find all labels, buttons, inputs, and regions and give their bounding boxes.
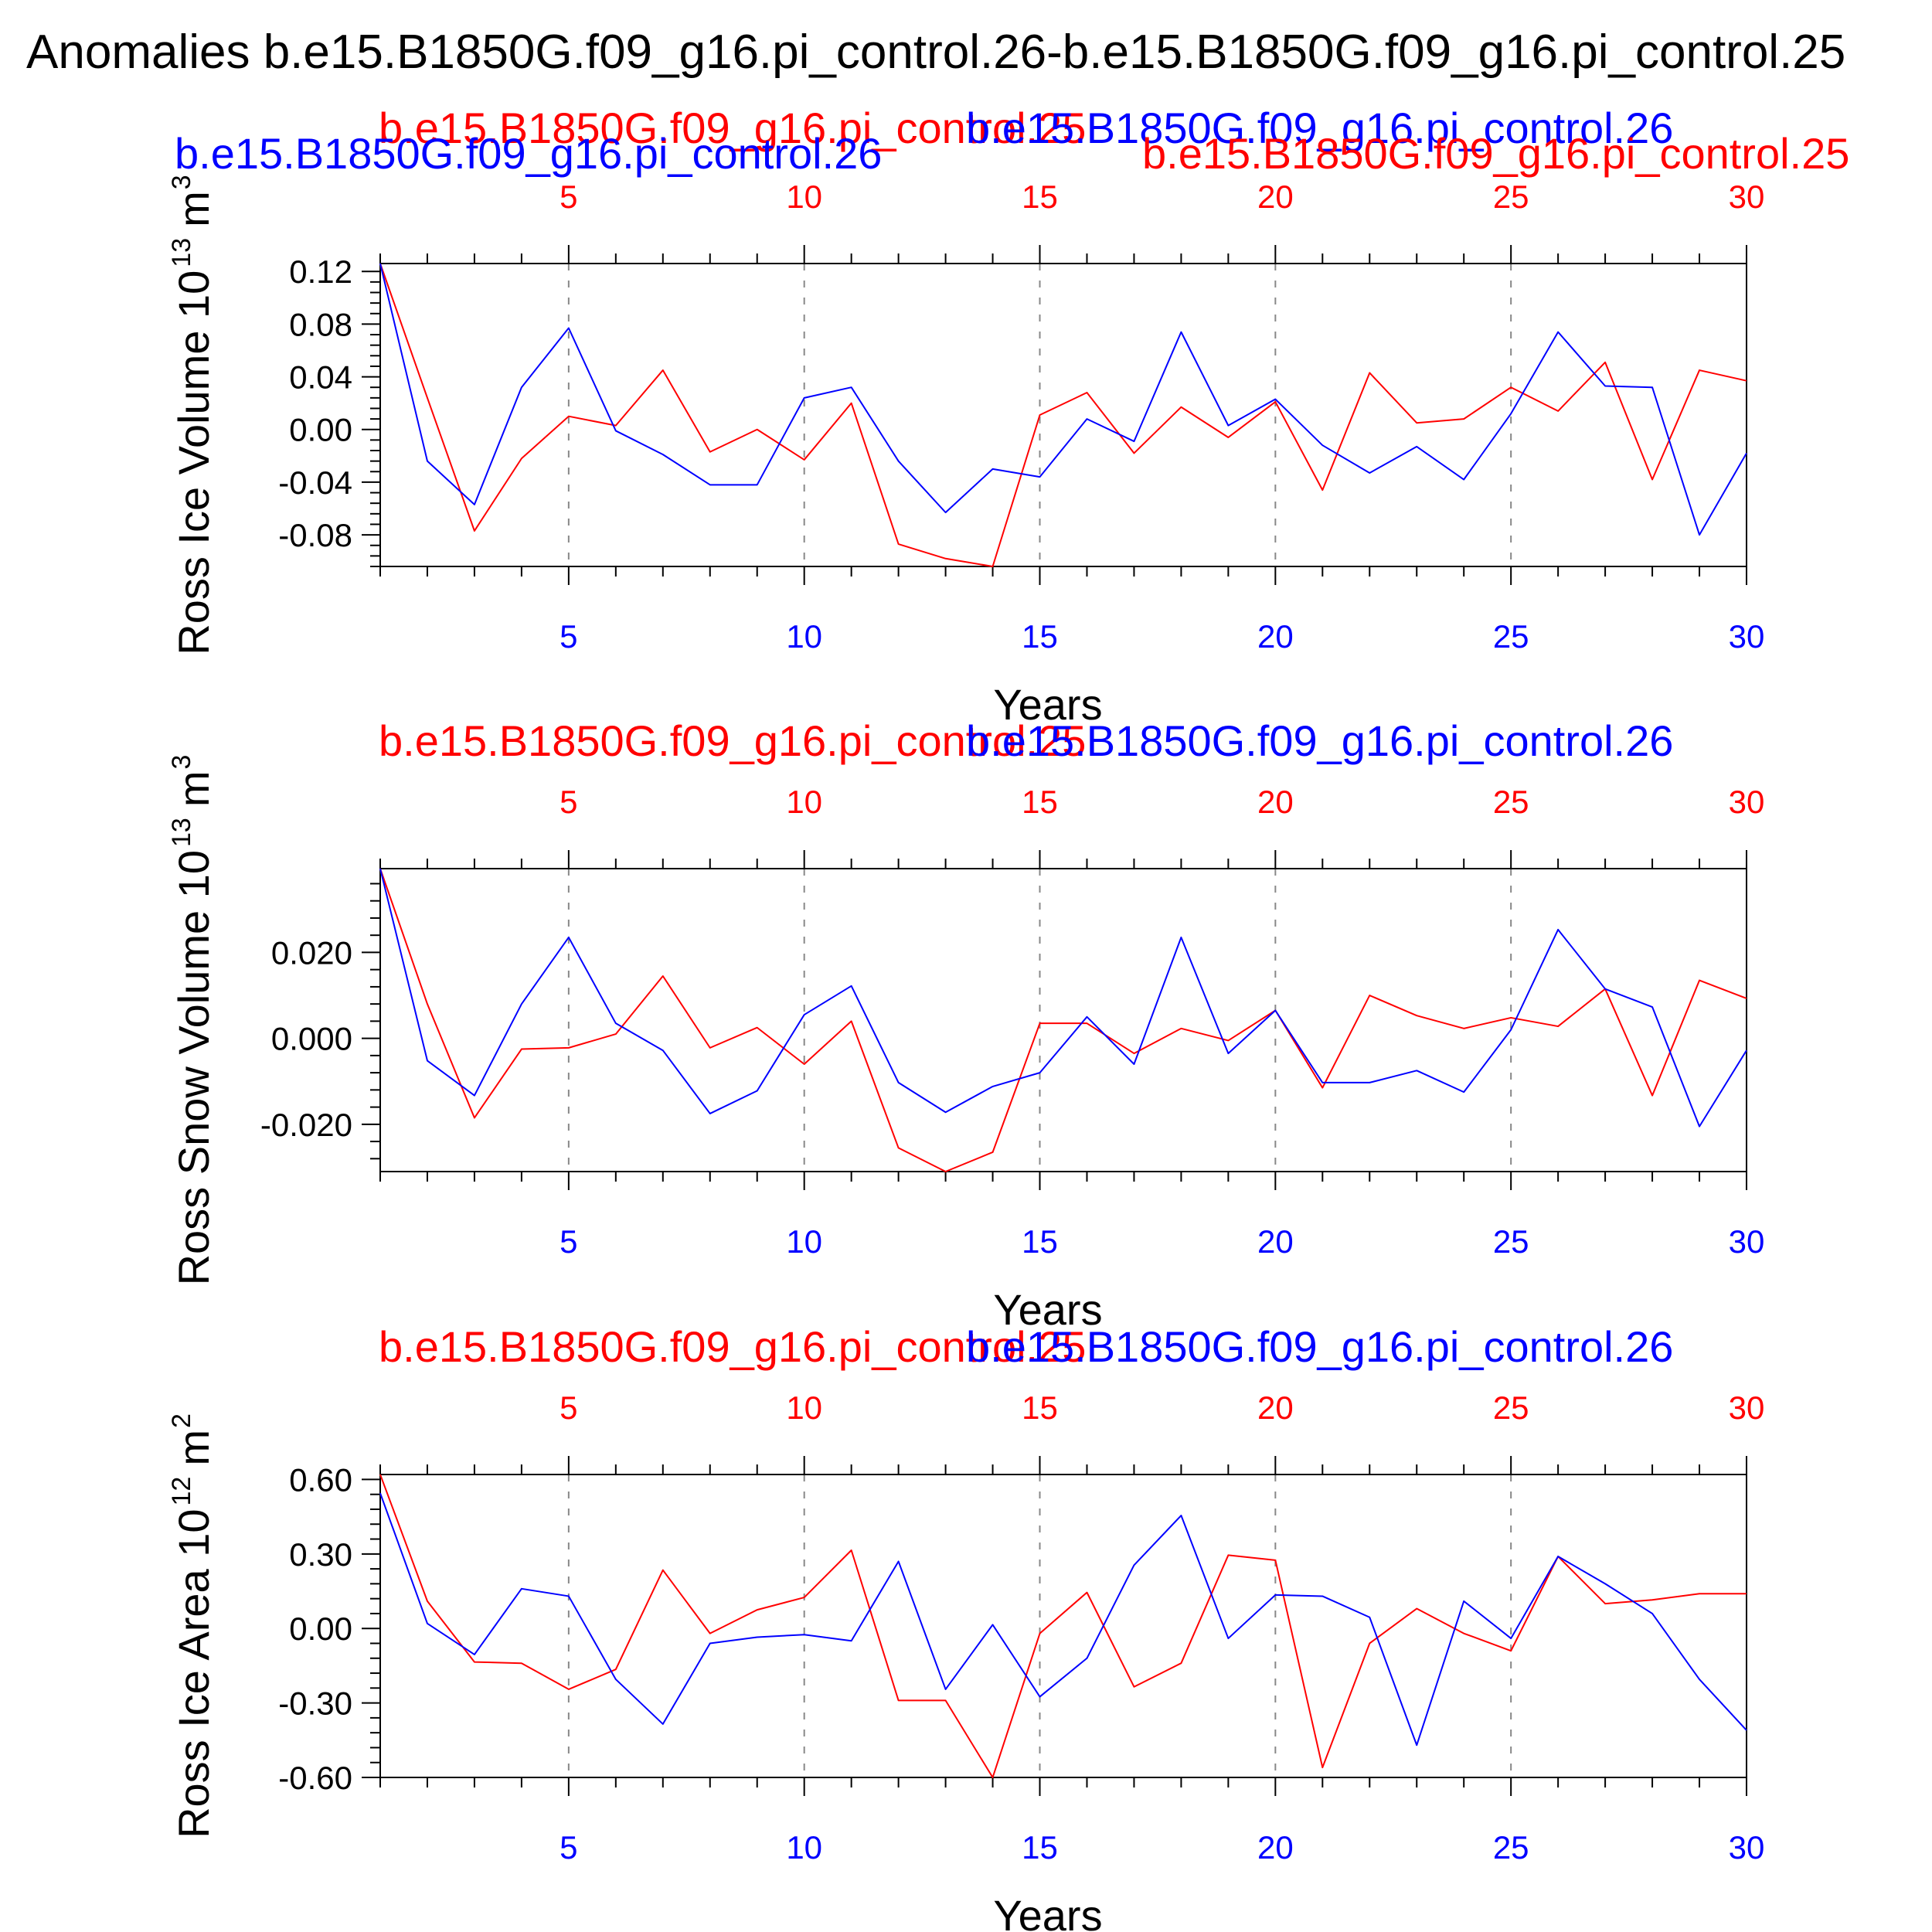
- y-tick-label: 0.020: [271, 934, 352, 971]
- panels: -0.08 -0.04 0.00 0.04 0.08 0.12 5 5 10 10 15 15 20 20…: [167, 104, 1849, 1932]
- legend-label-red: b.e15.B1850G.f09_g16.pi_control.25: [379, 104, 1086, 152]
- y-tick-label: 0.04: [289, 359, 352, 396]
- plot-frame: [379, 868, 1747, 1172]
- y-tick-label: -0.020: [260, 1107, 352, 1143]
- y-tick-label: 0.08: [289, 306, 352, 342]
- y-tick-label: -0.60: [278, 1760, 352, 1796]
- x-tick-label: 30: [1729, 618, 1765, 655]
- x-tick-label-top: 20: [1257, 784, 1294, 820]
- x-tick-label: 10: [786, 1829, 822, 1866]
- y-axis-label: Ross Ice Volume 1013m3: [167, 175, 218, 655]
- x-tick-label-top: 30: [1729, 179, 1765, 215]
- series-line-1: [379, 1474, 1747, 1778]
- x-tick-label-top: 30: [1729, 1389, 1765, 1426]
- x-tick-label-top: 5: [560, 1389, 577, 1426]
- x-tick-label: 15: [1022, 1829, 1058, 1866]
- figure-title: Anomalies b.e15.B1850G.f09_g16.pi_contro…: [26, 26, 1845, 79]
- x-tick-label: 25: [1493, 1829, 1529, 1866]
- x-tick-label-top: 15: [1022, 784, 1058, 820]
- x-tick-label: 10: [786, 1223, 822, 1260]
- x-tick-label-top: 5: [560, 179, 577, 215]
- legend-label-red: b.e15.B1850G.f09_g16.pi_control.25: [379, 1322, 1086, 1371]
- x-tick-label: 5: [560, 1829, 577, 1866]
- x-tick-label: 20: [1257, 618, 1294, 655]
- x-tick-label: 20: [1257, 1223, 1294, 1260]
- x-tick-label-top: 25: [1493, 179, 1529, 215]
- legend-label-red: b.e15.B1850G.f09_g16.pi_control.25: [379, 716, 1086, 765]
- x-tick-label: 30: [1729, 1829, 1765, 1866]
- x-tick-label-top: 10: [786, 1389, 822, 1426]
- x-tick-label-top: 15: [1022, 1389, 1058, 1426]
- x-tick-label: 20: [1257, 1829, 1294, 1866]
- y-tick-label: -0.30: [278, 1685, 352, 1722]
- series-line-2: [379, 1492, 1747, 1747]
- plot-frame: [379, 1474, 1747, 1778]
- x-axis-label: Years: [993, 1285, 1102, 1334]
- x-tick-label: 15: [1022, 1223, 1058, 1260]
- x-tick-label-top: 30: [1729, 784, 1765, 820]
- chart-panel-2: -0.020 0.000 0.020 5 5 10 10 15 15 20 20 25 25 30 30 b.…: [167, 716, 1764, 1334]
- legend-label-blue: b.e15.B1850G.f09_g16.pi_control.26: [966, 1322, 1673, 1371]
- chart-panel-1: -0.08 -0.04 0.00 0.04 0.08 0.12 5 5 10 10 15 15 20 20…: [167, 104, 1764, 729]
- x-tick-label: 25: [1493, 1223, 1529, 1260]
- y-tick-label: 0.00: [289, 1611, 352, 1647]
- x-axis-label: Years: [993, 680, 1102, 729]
- y-tick-label: -0.08: [278, 517, 352, 553]
- series-line-1: [379, 868, 1747, 1172]
- x-tick-label-top: 15: [1022, 179, 1058, 215]
- x-tick-label-top: 10: [786, 784, 822, 820]
- legend-label-blue: b.e15.B1850G.f09_g16.pi_control.26: [966, 104, 1673, 152]
- y-axis-label: Ross Ice Area 1012m2: [167, 1413, 218, 1838]
- y-tick-label: -0.04: [278, 464, 352, 501]
- y-tick-label: 0.00: [289, 412, 352, 448]
- series-line-2: [379, 263, 1747, 536]
- x-tick-label-top: 20: [1257, 1389, 1294, 1426]
- series-line-2: [379, 868, 1747, 1128]
- x-tick-label: 5: [560, 1223, 577, 1260]
- x-axis-label: Years: [993, 1891, 1102, 1932]
- series-line-1: [379, 263, 1747, 567]
- x-tick-label: 25: [1493, 618, 1529, 655]
- y-tick-label: 0.60: [289, 1461, 352, 1498]
- y-tick-label: 0.12: [289, 253, 352, 290]
- x-tick-label-top: 10: [786, 179, 822, 215]
- legend-label-extra-red: b.e15.B1850G.f09_g16.pi_control.25: [1142, 129, 1849, 178]
- plot-frame: [379, 263, 1747, 567]
- x-tick-label-top: 25: [1493, 784, 1529, 820]
- legend-label-extra-blue: b.e15.B1850G.f09_g16.pi_control.26: [175, 129, 882, 178]
- x-tick-label: 15: [1022, 618, 1058, 655]
- y-tick-label: 0.30: [289, 1536, 352, 1573]
- x-tick-label-top: 25: [1493, 1389, 1529, 1426]
- x-tick-label: 5: [560, 618, 577, 655]
- x-tick-label: 10: [786, 618, 822, 655]
- x-tick-label-top: 5: [560, 784, 577, 820]
- x-tick-label: 30: [1729, 1223, 1765, 1260]
- chart-panel-3: -0.60 -0.30 0.00 0.30 0.60 5 5 10 10 15 15 20 20 25 25…: [167, 1322, 1764, 1932]
- x-tick-label-top: 20: [1257, 179, 1294, 215]
- y-axis-label: Ross Snow Volume 1013m3: [167, 755, 218, 1286]
- y-tick-label: 0.000: [271, 1021, 352, 1057]
- legend-label-blue: b.e15.B1850G.f09_g16.pi_control.26: [966, 716, 1673, 765]
